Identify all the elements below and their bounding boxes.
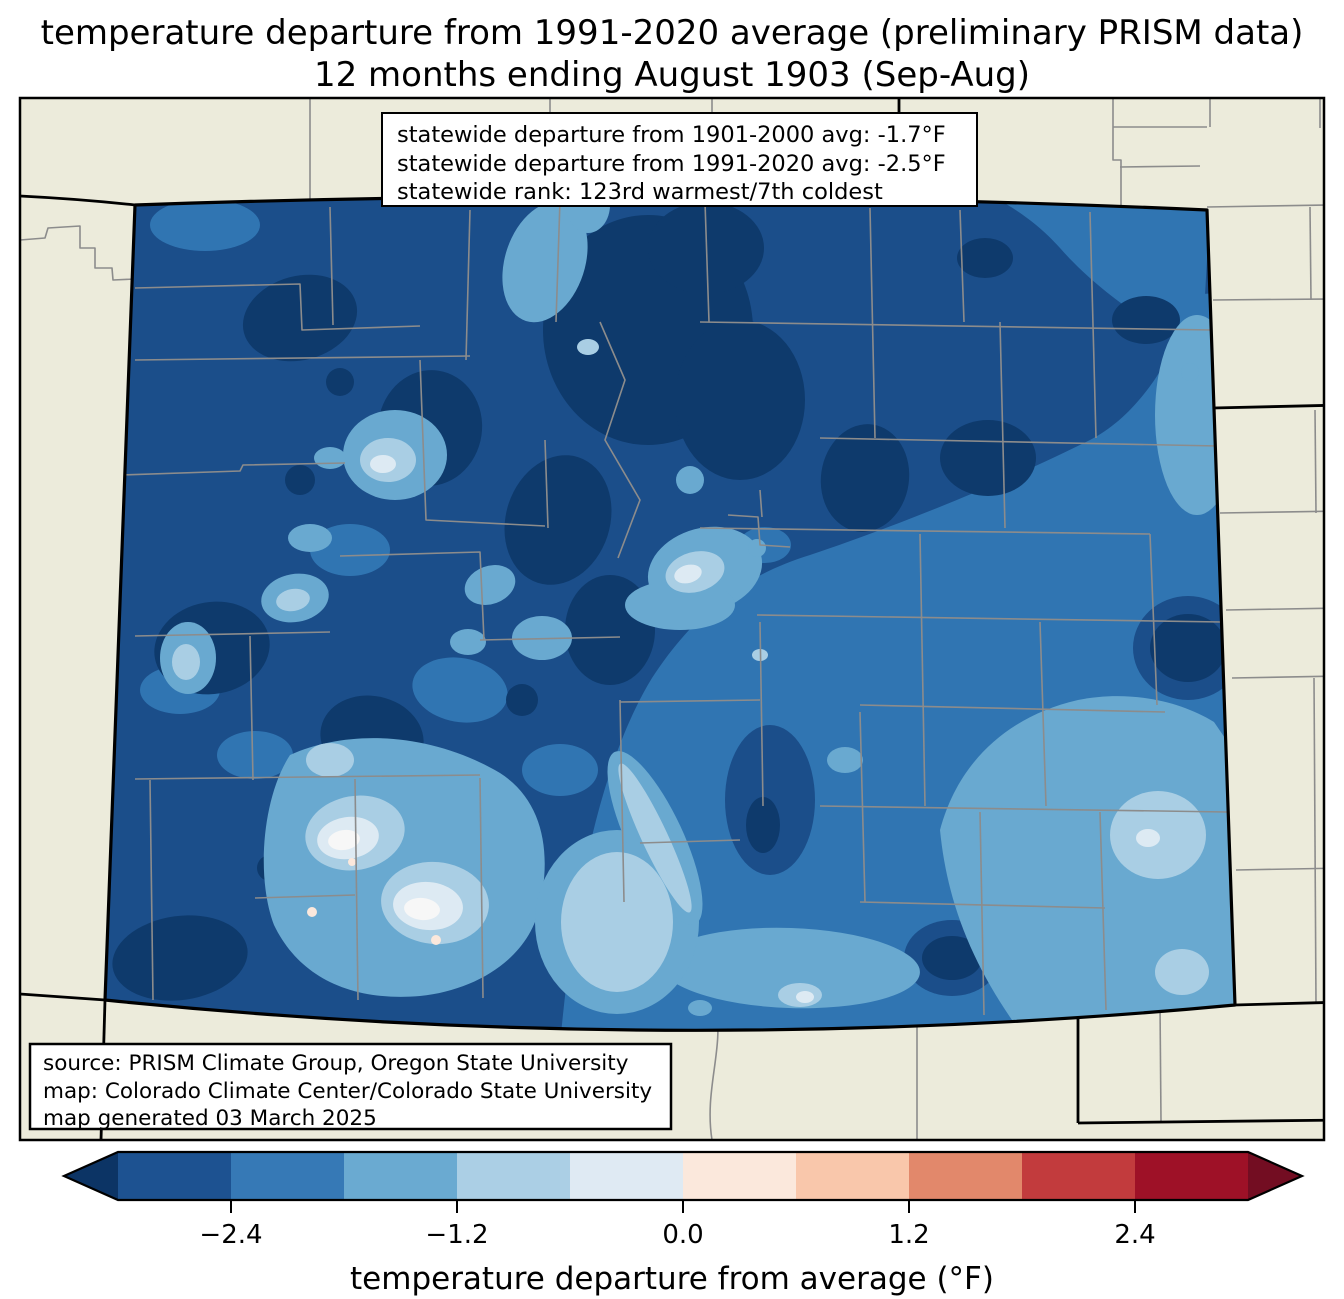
source-line-source: source: PRISM Climate Group, Oregon Stat…: [43, 1051, 629, 1076]
stats-box-background: [381, 112, 978, 207]
source-box-background: [28, 1042, 673, 1131]
colorado-county-lines: [119, 199, 1228, 1016]
source-line-map: map: Colorado Climate Center/Colorado St…: [43, 1079, 652, 1104]
map-frame: [18, 96, 1326, 1142]
stats-line-1991-2020: statewide departure from 1991-2020 avg: …: [397, 151, 946, 177]
colorbar: −2.4 −1.2 0.0 1.2 2.4 temperature depart…: [61, 1150, 1305, 1297]
figure-title-line1: temperature departure from 1991-2020 ave…: [41, 13, 1304, 53]
colorbar-over-arrow: [1248, 1152, 1302, 1200]
source-line-generated: map generated 03 March 2025: [43, 1106, 377, 1131]
stats-box: statewide departure from 1901-2000 avg: …: [381, 112, 978, 207]
colorbar-under-arrow: [64, 1152, 118, 1200]
colorbar-ticks: [230, 1200, 1136, 1213]
colorbar-outline: [61, 1150, 1305, 1202]
stats-line-1901-2000: statewide departure from 1901-2000 avg: …: [397, 122, 946, 148]
svg-text:1.2: 1.2: [888, 1220, 929, 1250]
contour-level-c5: [307, 455, 1160, 1003]
colorbar-segments: [118, 1152, 1248, 1200]
figure-title-line2: 12 months ending August 1903 (Sep-Aug): [314, 55, 1030, 95]
source-box: source: PRISM Climate Group, Oregon Stat…: [28, 1042, 673, 1131]
stats-line-rank: statewide rank: 123rd warmest/7th coldes…: [397, 179, 883, 205]
svg-text:0.0: 0.0: [662, 1220, 703, 1250]
colorbar-tick-labels: −2.4 −1.2 0.0 1.2 2.4: [199, 1220, 1155, 1250]
colorbar-axis-label: temperature departure from average (°F): [350, 1261, 994, 1297]
svg-text:−1.2: −1.2: [425, 1220, 488, 1250]
svg-text:2.4: 2.4: [1114, 1220, 1155, 1250]
colorado-contours: [105, 196, 1235, 1031]
svg-text:−2.4: −2.4: [199, 1220, 262, 1250]
